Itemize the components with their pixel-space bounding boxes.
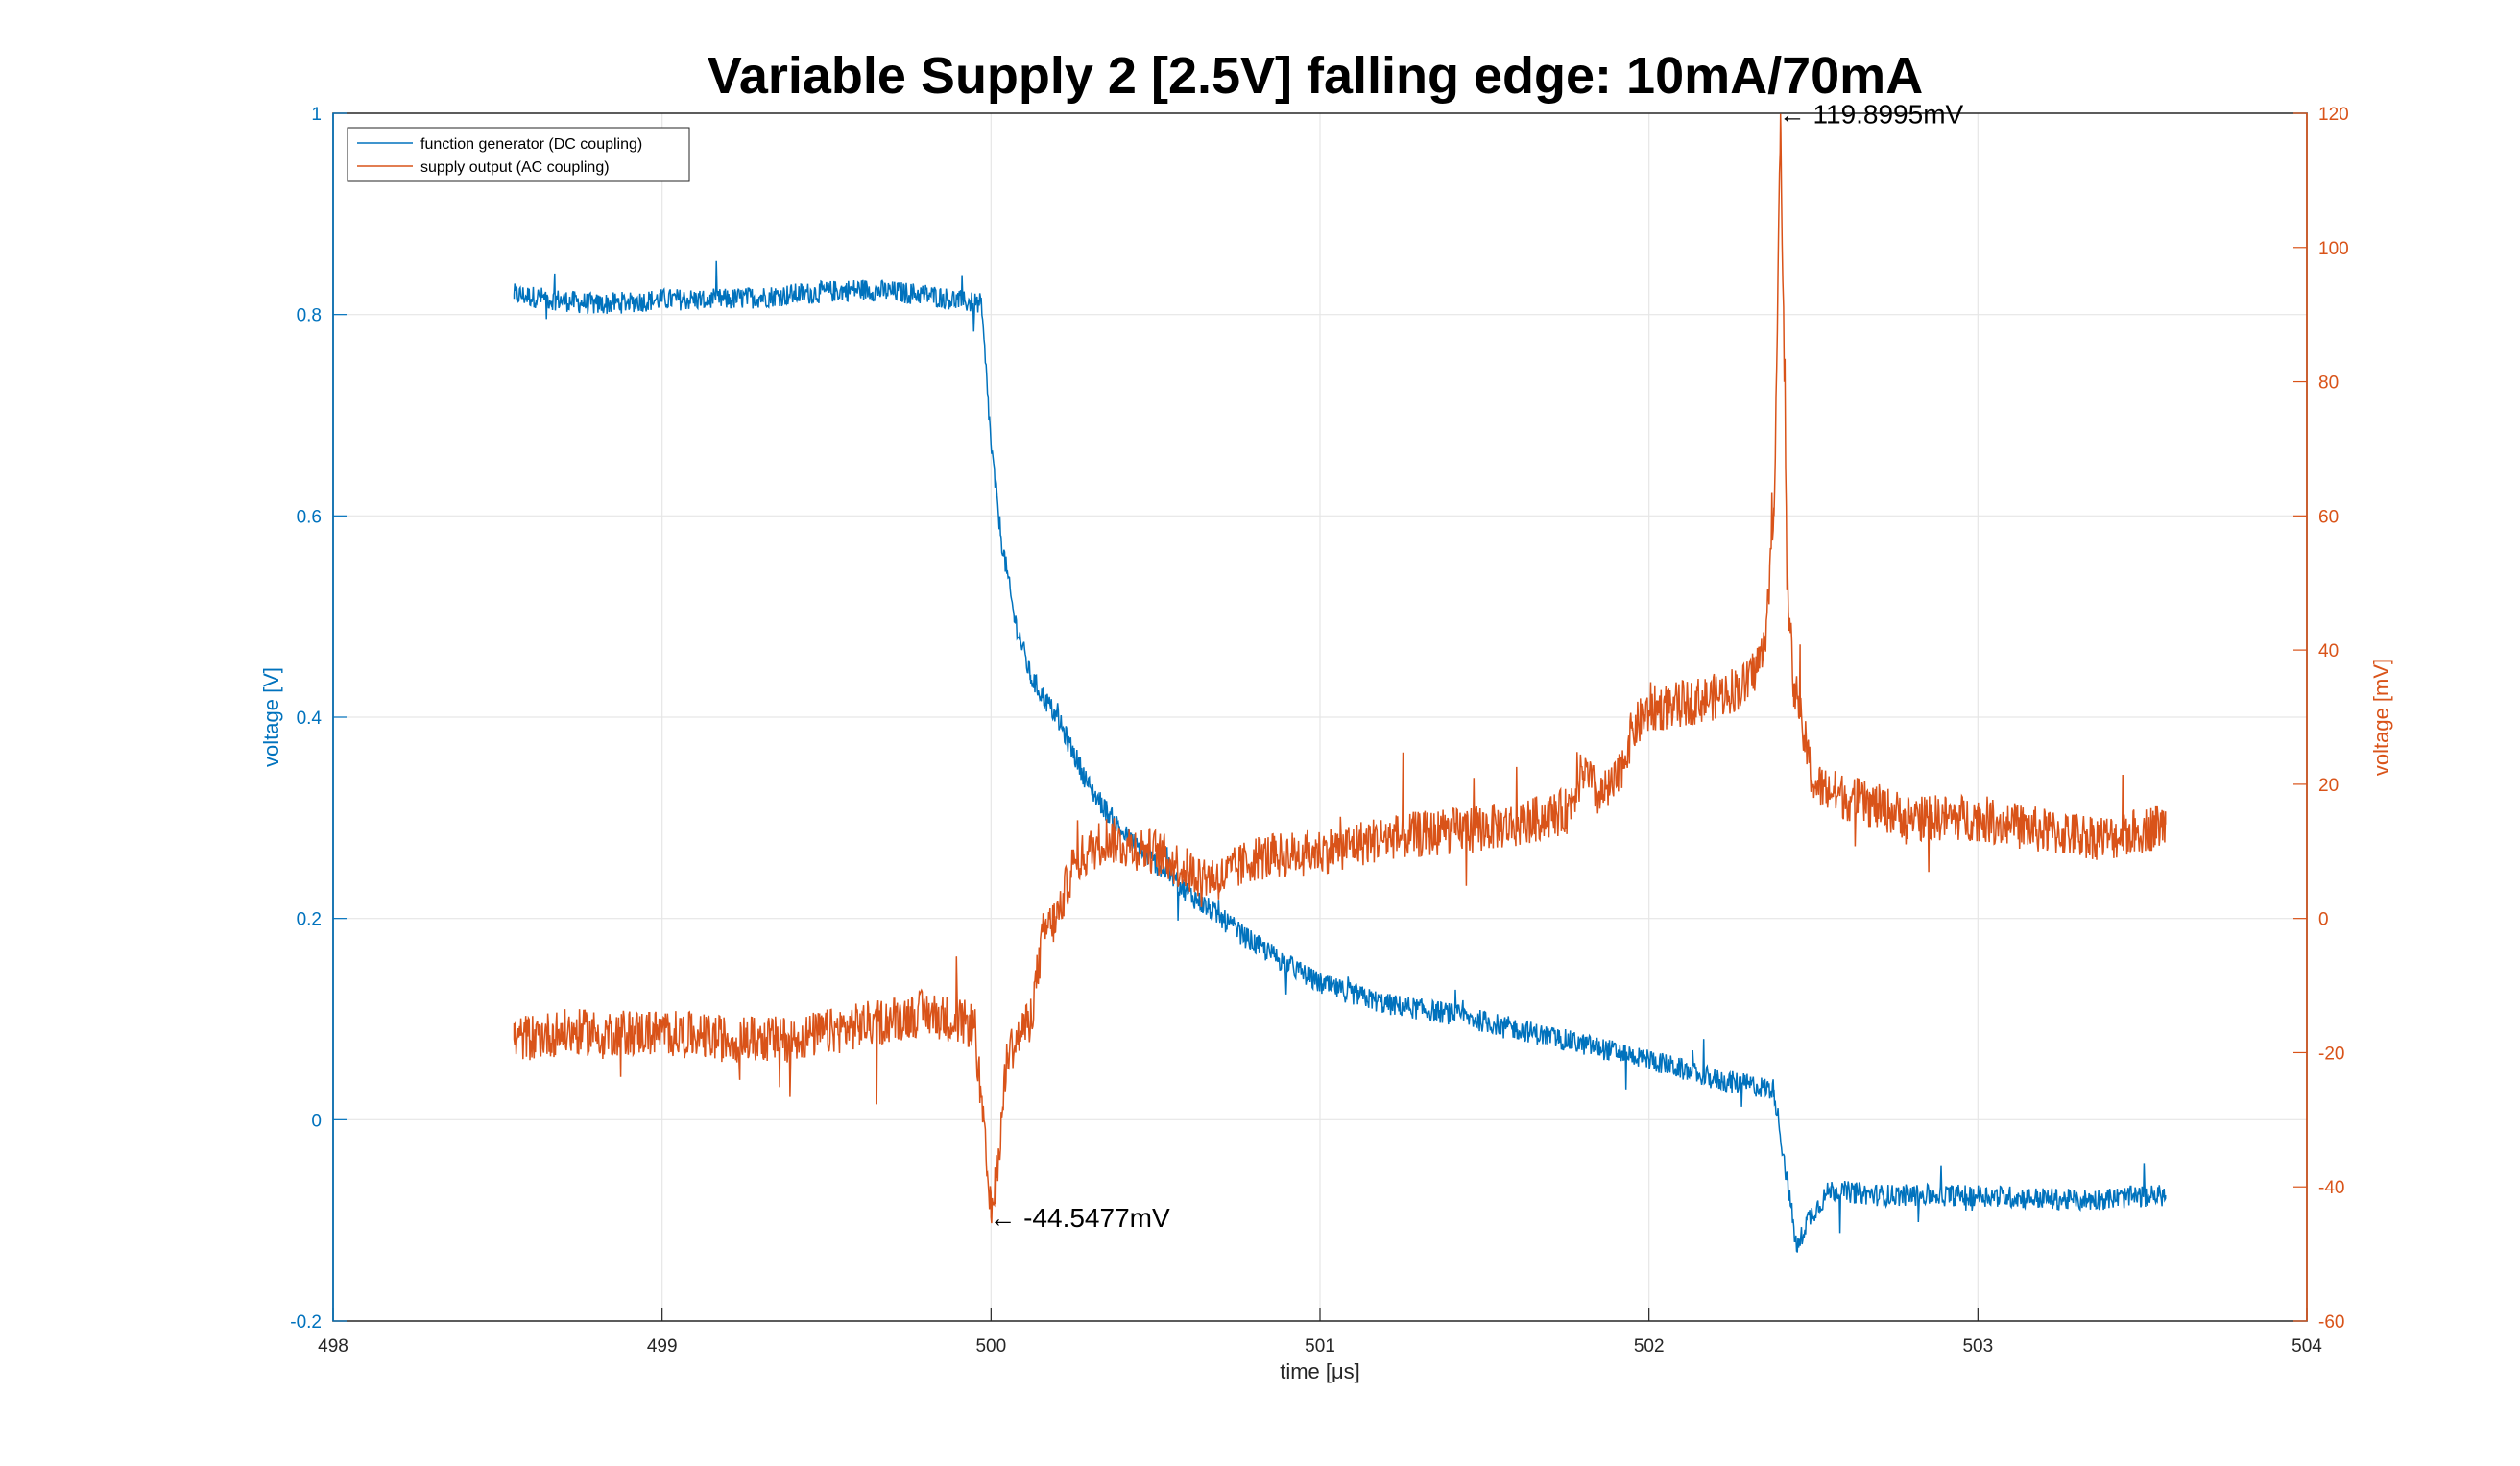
x-tick-label: 498 — [318, 1336, 348, 1357]
y-left-tick-label: 0 — [311, 1111, 322, 1131]
y-right-tick-label: 60 — [2318, 507, 2339, 527]
y-left-tick-label: 0.6 — [297, 507, 322, 527]
legend-label-function-generator: function generator (DC coupling) — [420, 136, 642, 153]
y-right-tick-label: 120 — [2318, 105, 2349, 125]
chart-title: Variable Supply 2 [2.5V] falling edge: 1… — [708, 47, 1923, 105]
y-axis-right-label: voltage [mV] — [2369, 659, 2393, 776]
x-axis-label: time [μs] — [1280, 1359, 1360, 1383]
y-axis-left-label: voltage [V] — [259, 667, 283, 767]
series-function-generator-line — [513, 260, 2167, 1253]
legend-box — [347, 127, 690, 182]
legend: function generator (DC coupling) supply … — [347, 127, 690, 182]
data-layer — [513, 113, 2167, 1253]
x-tick-label: 501 — [1305, 1336, 1335, 1357]
y-right-tick-label: -20 — [2318, 1044, 2344, 1064]
annotation-max: ← 119.8995mV — [1779, 100, 1964, 130]
y-right-tick-label: 0 — [2318, 910, 2329, 930]
axes: 498 499 500 501 502 503 504 -0.2 0 0.2 0.4 0.6 0.8 1 -… — [290, 105, 2348, 1357]
y-left-tick-label: 0.4 — [297, 709, 323, 729]
y-right-tick-label: 80 — [2318, 373, 2339, 394]
legend-label-supply-output: supply output (AC coupling) — [420, 159, 610, 176]
y-right-tick-label: -60 — [2318, 1312, 2344, 1333]
x-tick-label: 500 — [975, 1336, 1006, 1357]
y-left-tick-label: -0.2 — [290, 1312, 322, 1333]
x-tick-label: 503 — [1962, 1336, 1993, 1357]
x-tick-label: 502 — [1634, 1336, 1665, 1357]
y-right-tick-label: -40 — [2318, 1178, 2344, 1198]
y-left-tick-label: 0.2 — [297, 910, 322, 930]
y-right-tick-label: 100 — [2318, 239, 2349, 259]
y-right-tick-label: 20 — [2318, 776, 2339, 796]
y-left-tick-label: 0.8 — [297, 306, 322, 326]
x-tick-label: 504 — [2292, 1336, 2322, 1357]
grid — [333, 113, 2307, 1321]
annotation-min: ← -44.5477mV — [989, 1203, 1170, 1233]
y-right-tick-label: 40 — [2318, 641, 2339, 661]
x-tick-label: 499 — [647, 1336, 678, 1357]
series-supply-output-line — [513, 113, 2167, 1224]
y-left-tick-label: 1 — [311, 105, 322, 125]
